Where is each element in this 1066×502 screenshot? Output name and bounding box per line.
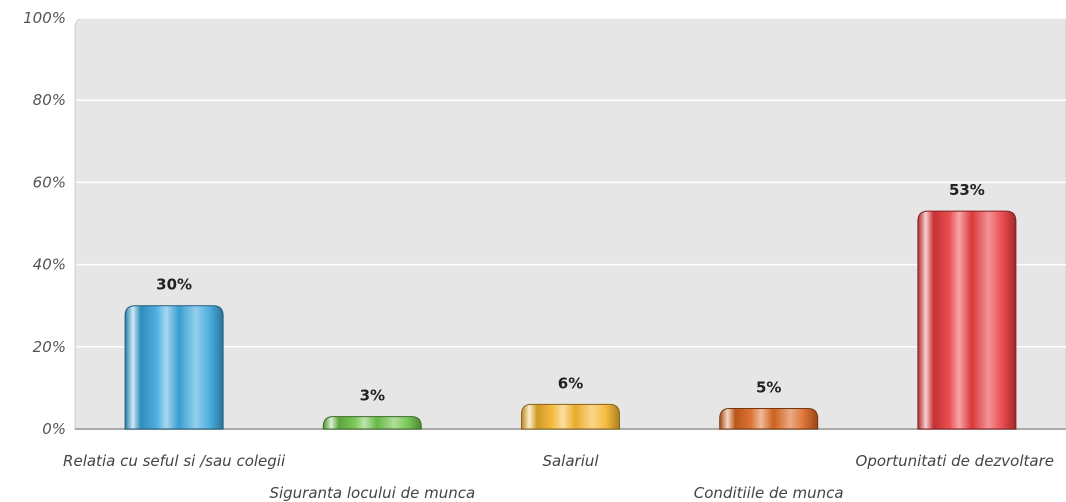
x-category-label: Oportunitati de dezvoltare — [856, 452, 1054, 470]
y-tick-label: 40% — [33, 256, 66, 274]
data-label: 53% — [949, 181, 985, 199]
y-tick-label: 20% — [33, 338, 66, 356]
bar — [521, 403, 620, 430]
bar — [917, 210, 1017, 430]
y-tick-label: 60% — [33, 173, 66, 191]
plot-area — [74, 17, 1066, 430]
x-category-label: Conditiile de munca — [694, 484, 844, 502]
bar — [124, 305, 224, 430]
x-category-label: Siguranta locului de munca — [269, 484, 475, 502]
x-category-label: Salariul — [542, 452, 599, 470]
data-label: 3% — [360, 387, 385, 405]
y-tick-label: 100% — [23, 9, 66, 27]
y-tick-label: 80% — [33, 91, 66, 109]
bar — [322, 416, 422, 430]
data-label: 30% — [156, 276, 192, 294]
x-category-label: Relatia cu seful si /sau colegii — [63, 452, 286, 470]
bar — [719, 407, 819, 430]
y-tick-label: 0% — [42, 420, 66, 438]
data-label: 5% — [756, 378, 781, 396]
data-label: 6% — [558, 374, 583, 392]
